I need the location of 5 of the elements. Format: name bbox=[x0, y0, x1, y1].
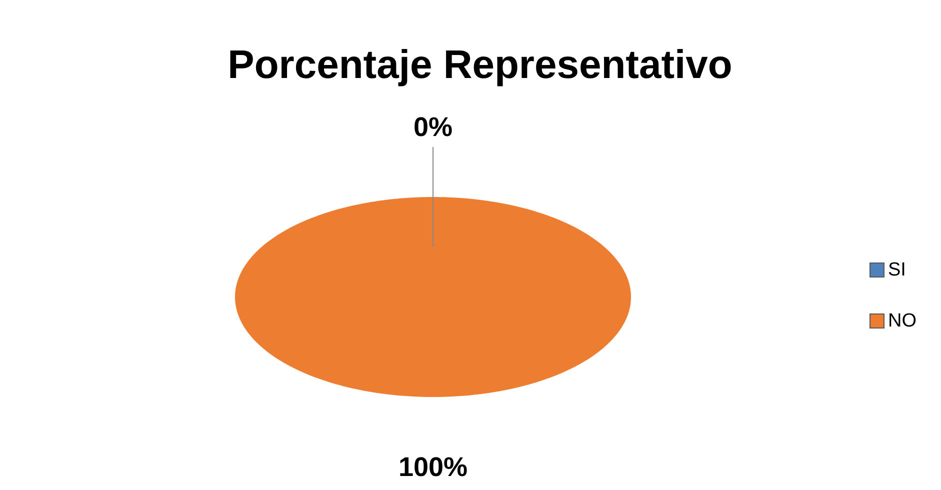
legend-label: NO bbox=[888, 310, 916, 332]
data-label: 100% bbox=[398, 452, 468, 482]
chart-title: Porcentaje Representativo bbox=[228, 43, 732, 87]
text: 0% bbox=[413, 112, 453, 142]
legend-label: SI bbox=[888, 260, 906, 280]
